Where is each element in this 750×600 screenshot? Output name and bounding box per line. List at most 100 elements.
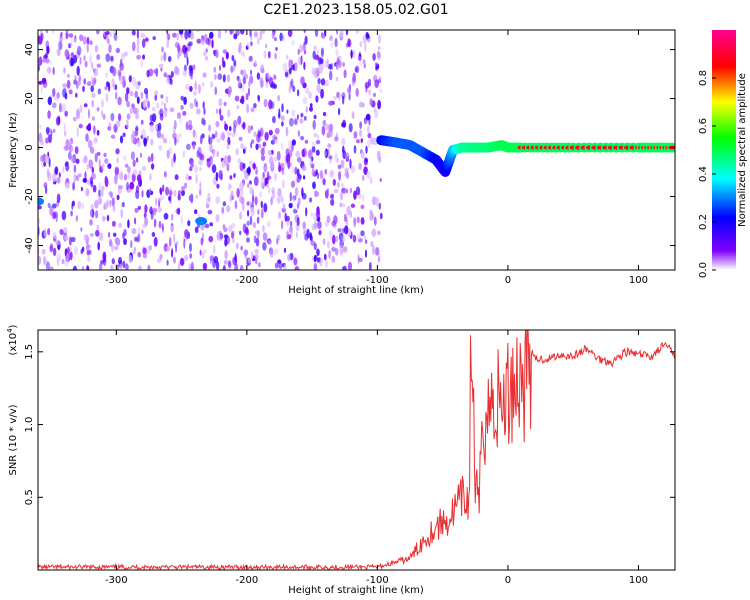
noise-speck: [119, 76, 123, 85]
noise-speck: [222, 49, 228, 54]
noise-speck: [311, 223, 315, 231]
noise-speck: [98, 263, 103, 270]
noise-speck: [97, 88, 102, 95]
noise-speck: [52, 231, 57, 239]
noise-speck: [155, 124, 158, 130]
noise-speck: [267, 240, 272, 245]
noise-speck: [61, 210, 67, 221]
y-tick-label: 0.5: [24, 489, 35, 505]
noise-speck: [47, 172, 52, 182]
noise-speck: [124, 92, 129, 103]
noise-speck: [89, 219, 93, 226]
noise-speck: [242, 223, 247, 233]
noise-speck: [358, 56, 362, 61]
noise-speck: [83, 155, 88, 164]
noise-speck: [127, 219, 130, 229]
snr-series-line: [38, 330, 675, 570]
noise-speck: [228, 126, 232, 132]
noise-speck: [268, 129, 273, 136]
noise-speck: [90, 146, 95, 155]
noise-speck: [161, 223, 164, 231]
noise-speck: [200, 153, 205, 161]
noise-speck: [100, 110, 104, 117]
noise-speck: [378, 76, 382, 81]
noise-speck: [97, 241, 100, 251]
noise-speck: [88, 159, 93, 169]
noise-speck: [140, 91, 144, 100]
noise-speck: [86, 43, 89, 53]
noise-speck: [310, 240, 316, 246]
noise-speck: [199, 249, 202, 256]
noise-speck: [217, 73, 223, 80]
noise-speck: [352, 234, 357, 243]
noise-speck: [114, 84, 118, 91]
noise-speck: [116, 194, 120, 201]
noise-speck: [174, 174, 179, 181]
noise-speck: [323, 253, 327, 261]
noise-speck: [62, 166, 65, 174]
noise-speck: [256, 133, 261, 143]
noise-speck: [339, 244, 345, 255]
noise-speck: [353, 145, 357, 154]
noise-speck: [274, 52, 277, 60]
noise-speck: [366, 170, 371, 179]
noise-speck: [135, 107, 139, 115]
noise-speck: [161, 195, 165, 200]
noise-speck: [378, 34, 381, 44]
noise-speck: [59, 103, 63, 113]
noise-speck: [215, 214, 220, 223]
noise-speck: [78, 173, 82, 178]
noise-speck: [282, 34, 285, 42]
noise-speck: [144, 210, 147, 220]
noise-speck: [159, 108, 164, 117]
noise-speck: [375, 196, 379, 207]
noise-speck: [44, 259, 48, 264]
noise-speck: [253, 31, 258, 38]
noise-speck: [300, 76, 305, 85]
snr-panel: -300 -200 -100 0 100 0.5 1.0 1.5 Height of str…: [6, 324, 676, 596]
noise-speck: [222, 60, 226, 68]
noise-speck: [93, 137, 98, 144]
noise-speck: [364, 119, 367, 124]
noise-speck: [189, 166, 193, 172]
noise-speck: [277, 197, 281, 205]
noise-speck: [205, 48, 208, 53]
noise-speck: [250, 107, 255, 113]
noise-speck: [359, 101, 363, 108]
noise-speck: [68, 33, 74, 38]
spectrogram-y-label: Frequency (Hz): [8, 112, 19, 188]
noise-speck: [111, 220, 116, 227]
noise-speck: [246, 42, 252, 48]
noise-speck: [323, 111, 326, 117]
noise-speck: [126, 100, 131, 108]
noise-speck: [249, 186, 254, 195]
noise-speck: [239, 230, 242, 235]
noise-speck: [330, 194, 333, 199]
noise-speck: [240, 95, 245, 105]
y-tick-label: 20: [24, 92, 35, 105]
noise-speck: [89, 232, 95, 238]
noise-speck: [291, 139, 296, 146]
noise-speck: [121, 75, 126, 82]
noise-speck: [67, 73, 70, 78]
noise-speck: [92, 208, 94, 219]
noise-speck: [65, 161, 69, 167]
noise-speck: [246, 237, 250, 243]
noise-speck: [290, 180, 296, 188]
noise-speck: [182, 69, 187, 77]
noise-speck: [188, 195, 192, 202]
noise-speck: [170, 158, 174, 168]
noise-speck: [182, 150, 185, 158]
noise-speck: [367, 132, 372, 139]
noise-speck: [260, 64, 265, 74]
noise-speck: [153, 218, 157, 228]
noise-speck: [212, 258, 217, 269]
noise-speck: [250, 206, 255, 217]
noise-speck: [147, 156, 151, 163]
noise-speck: [156, 257, 162, 264]
noise-speck: [256, 229, 260, 239]
noise-speck: [224, 124, 229, 131]
noise-speck: [224, 250, 228, 260]
noise-speck: [349, 210, 353, 218]
noise-speck: [229, 193, 232, 203]
